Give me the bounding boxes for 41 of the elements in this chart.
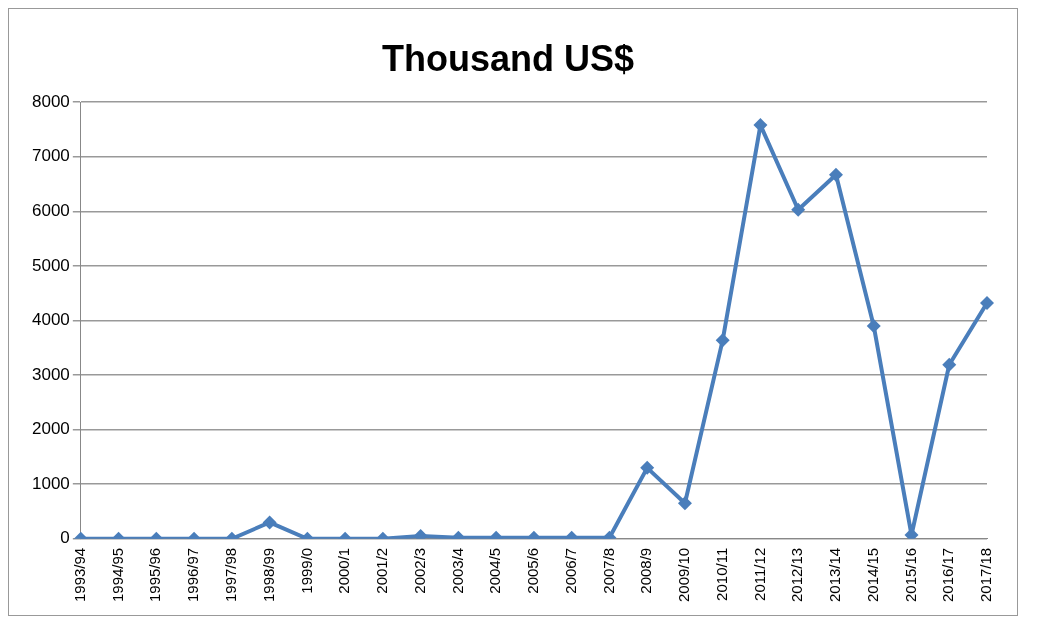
y-tick-label: 6000 xyxy=(31,201,70,221)
y-tick-label: 0 xyxy=(60,528,70,548)
y-tick-label: 1000 xyxy=(31,473,70,493)
y-tick-label: 5000 xyxy=(31,255,70,275)
y-tick-label: 2000 xyxy=(31,419,70,439)
x-tick-label: 1997/98 xyxy=(221,547,239,603)
point xyxy=(715,333,730,348)
x-tick-label: 2007/8 xyxy=(599,547,617,594)
y-tick-label: 4000 xyxy=(31,310,70,330)
x-tick-label: 1993/94 xyxy=(70,547,88,603)
point xyxy=(942,357,957,372)
x-tick-label: 2005/6 xyxy=(524,547,542,594)
x-tick-label: 2000/1 xyxy=(335,547,353,594)
x-tick-label: 2004/5 xyxy=(486,547,504,594)
x-tick-label: 2003/4 xyxy=(448,547,466,594)
y-tick-label: 8000 xyxy=(31,91,70,111)
x-tick-label: 2009/10 xyxy=(675,547,693,603)
x-tick-label: 2017/18 xyxy=(977,547,995,603)
x-tick-label: 2012/13 xyxy=(788,547,806,603)
x-tick-label: 2013/14 xyxy=(826,547,844,603)
x-tick-label: 1994/95 xyxy=(108,547,126,603)
x-tick-label: 2011/12 xyxy=(750,547,768,601)
x-tick-label: 2001/2 xyxy=(373,547,391,594)
x-tick-label: 2014/15 xyxy=(863,547,881,603)
point xyxy=(980,296,994,311)
x-tick-label: 1995/96 xyxy=(146,547,164,603)
point xyxy=(828,167,843,182)
y-tick-label: 3000 xyxy=(31,364,70,384)
x-tick-label: 1999/0 xyxy=(297,547,315,594)
y-tick-label: 7000 xyxy=(31,146,70,166)
x-tick-label: 2008/9 xyxy=(637,547,655,594)
x-tick-label: 2002/3 xyxy=(410,547,428,594)
point xyxy=(866,318,881,333)
x-tick-label: 2015/16 xyxy=(901,547,919,603)
chart-title: Thousand US$ xyxy=(381,37,635,79)
x-tick-label: 2010/11 xyxy=(712,547,730,601)
x-tick-label: 1998/99 xyxy=(259,547,277,603)
x-tick-label: 2016/17 xyxy=(939,547,957,603)
point xyxy=(791,202,806,217)
x-tick-label: 1996/97 xyxy=(184,547,202,603)
x-tick-label: 2006/7 xyxy=(561,547,579,594)
